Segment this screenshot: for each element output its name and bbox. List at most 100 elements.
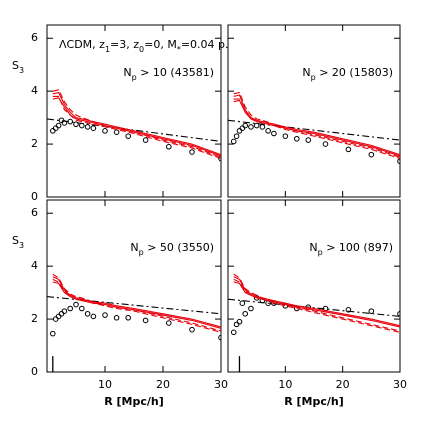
- line-dashdot: [228, 298, 400, 317]
- subscript: p: [139, 248, 144, 257]
- plot-area: [47, 89, 221, 162]
- plot-area: [228, 91, 400, 165]
- x-tick-label: 20: [336, 378, 350, 391]
- text-part: N: [309, 241, 317, 254]
- data-point: [305, 137, 312, 143]
- x-tick-label: 10: [98, 378, 112, 391]
- line-dashed: [52, 89, 221, 158]
- x-tick-label: 30: [393, 378, 407, 391]
- data-point: [58, 310, 65, 317]
- x-axis-label: R [Mpc/h]: [284, 395, 344, 408]
- data-point: [102, 312, 108, 318]
- y-axis-label: S3: [12, 234, 24, 250]
- y-tick-label: 6: [31, 206, 38, 219]
- data-point: [50, 330, 56, 337]
- data-point: [259, 124, 266, 130]
- line-dashed: [233, 91, 400, 158]
- line-solid: [233, 276, 400, 327]
- data-point: [345, 307, 352, 313]
- text-part: S: [12, 59, 19, 72]
- text-part: N: [130, 241, 138, 254]
- y-tick-label: 4: [31, 84, 38, 97]
- line-solid: [52, 276, 221, 328]
- subscript: *: [177, 45, 181, 54]
- data-point: [236, 318, 243, 325]
- annotation: ΛCDM, z1=3, z0=0, M*=0.04 p.: [59, 38, 229, 54]
- data-point: [189, 149, 195, 155]
- text-part: S: [12, 234, 19, 247]
- line-dashed: [233, 98, 400, 160]
- line-dashed: [233, 273, 400, 332]
- data-point: [79, 305, 85, 312]
- y-axis-label: S3: [12, 59, 24, 75]
- subscript: 3: [19, 66, 24, 75]
- data-point: [345, 146, 352, 153]
- text-part: > 100 (897): [323, 241, 393, 254]
- data-point: [242, 122, 248, 129]
- frame: [46, 199, 222, 373]
- data-point: [189, 326, 195, 333]
- data-point: [125, 133, 131, 139]
- data-point: [368, 151, 375, 158]
- subscript: p: [311, 73, 316, 82]
- data-point: [113, 314, 120, 321]
- data-point: [397, 158, 400, 165]
- panel-label: Np > 10 (43581): [123, 66, 214, 82]
- data-point: [397, 310, 400, 317]
- data-point: [142, 317, 149, 324]
- data-point: [368, 308, 375, 314]
- data-point: [248, 305, 254, 312]
- data-point: [248, 124, 254, 130]
- data-point: [90, 125, 97, 131]
- data-point: [84, 124, 91, 130]
- data-point: [73, 121, 79, 128]
- x-tick-label: 10: [278, 378, 292, 391]
- x-tick-label: 30: [214, 378, 228, 391]
- text-part: =3, z: [110, 38, 139, 51]
- data-point: [58, 117, 65, 124]
- line-solid: [233, 99, 400, 157]
- data-point: [239, 300, 246, 307]
- x-axis-label: R [Mpc/h]: [104, 395, 164, 408]
- data-point: [271, 130, 277, 137]
- data-point: [233, 133, 240, 139]
- data-point: [125, 314, 131, 321]
- data-point: [242, 310, 248, 317]
- text-part: > 50 (3550): [144, 241, 214, 254]
- data-point: [55, 122, 62, 129]
- data-point: [52, 316, 59, 322]
- y-tick-label: 6: [31, 31, 38, 44]
- data-point: [55, 313, 62, 320]
- panel-label: Np > 100 (897): [309, 241, 393, 257]
- line-dashed: [52, 273, 221, 332]
- data-point: [294, 135, 300, 142]
- subscript: 3: [19, 241, 24, 250]
- line-dashdot: [47, 118, 221, 142]
- data-point: [230, 329, 237, 336]
- subscript: 1: [105, 45, 110, 54]
- data-point: [113, 129, 120, 135]
- frame: [227, 24, 401, 198]
- line-dashdot: [47, 296, 221, 315]
- text-part: ΛCDM, z: [59, 38, 105, 51]
- line-dashed: [52, 95, 221, 160]
- text-part: > 20 (15803): [316, 66, 393, 79]
- text-part: N: [123, 66, 131, 79]
- y-tick-label: 0: [31, 365, 38, 378]
- data-point: [236, 128, 243, 134]
- subscript: p: [318, 248, 323, 257]
- data-point: [282, 133, 289, 139]
- text-part: =0.04 p.: [181, 38, 229, 51]
- plot-area: [228, 273, 400, 336]
- data-point: [102, 128, 108, 134]
- text-part: > 10 (43581): [137, 66, 214, 79]
- line-dashed: [52, 278, 221, 333]
- data-point: [218, 155, 221, 162]
- data-point: [84, 310, 91, 317]
- line-dashdot: [228, 119, 400, 141]
- data-point: [142, 137, 149, 143]
- x-tick-label: 20: [156, 378, 170, 391]
- data-point: [233, 321, 240, 328]
- text-part: =0, M: [144, 38, 177, 51]
